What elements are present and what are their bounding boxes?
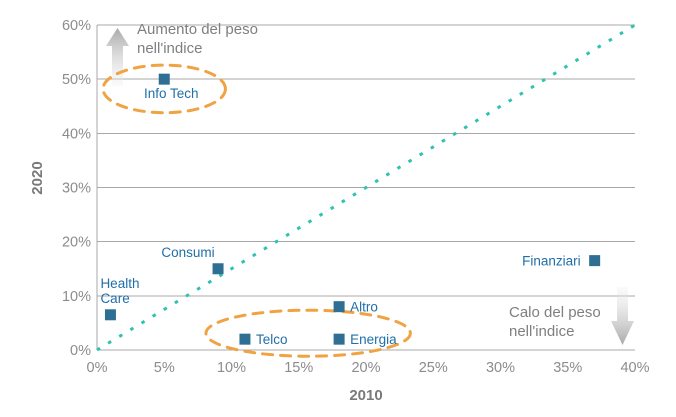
x-tick-label: 30% xyxy=(486,360,515,376)
point-label-telco: Telco xyxy=(256,332,288,347)
x-tick-label: 5% xyxy=(154,360,175,376)
x-tick-label: 25% xyxy=(419,360,448,376)
point-telco xyxy=(239,333,251,345)
point-label-altro: Altro xyxy=(350,300,378,315)
point-label-consumi: Consumi xyxy=(161,245,214,260)
y-tick-label: 30% xyxy=(62,181,91,197)
annotation-increase-weight: Aumento del peso nell'indice xyxy=(137,21,258,57)
x-tick-label: 15% xyxy=(284,360,313,376)
y-tick-label: 0% xyxy=(70,343,91,359)
point-altro xyxy=(333,301,345,313)
point-label-energia: Energia xyxy=(350,332,397,347)
point-energia xyxy=(333,333,345,345)
point-label-info-tech: Info Tech xyxy=(144,86,199,101)
y-tick-label: 10% xyxy=(62,289,91,305)
point-finanziari xyxy=(589,255,601,267)
y-axis-title: 2020 xyxy=(29,161,46,194)
point-consumi xyxy=(212,263,224,275)
x-tick-label: 35% xyxy=(553,360,582,376)
point-label-finanziari: Finanziari xyxy=(522,254,581,269)
highlight-ellipse xyxy=(204,308,412,358)
point-health-care xyxy=(104,309,116,321)
x-tick-label: 10% xyxy=(217,360,246,376)
x-tick-label: 20% xyxy=(351,360,380,376)
reference-line xyxy=(96,23,636,352)
x-axis-title: 2010 xyxy=(349,387,382,404)
down-arrow-icon xyxy=(611,287,634,345)
x-tick-label: 40% xyxy=(620,360,649,376)
highlight-ellipse xyxy=(101,63,227,115)
x-tick-label: 0% xyxy=(87,360,108,376)
up-arrow-icon xyxy=(106,28,129,86)
y-tick-label: 40% xyxy=(62,126,91,142)
annotation-decrease-weight: Calo del peso nell'indice xyxy=(509,304,601,340)
point-label-health-care: Health Care xyxy=(100,276,139,306)
y-tick-label: 50% xyxy=(62,72,91,88)
y-tick-label: 60% xyxy=(62,18,91,34)
y-tick-label: 20% xyxy=(62,235,91,251)
point-info-tech xyxy=(158,73,170,85)
